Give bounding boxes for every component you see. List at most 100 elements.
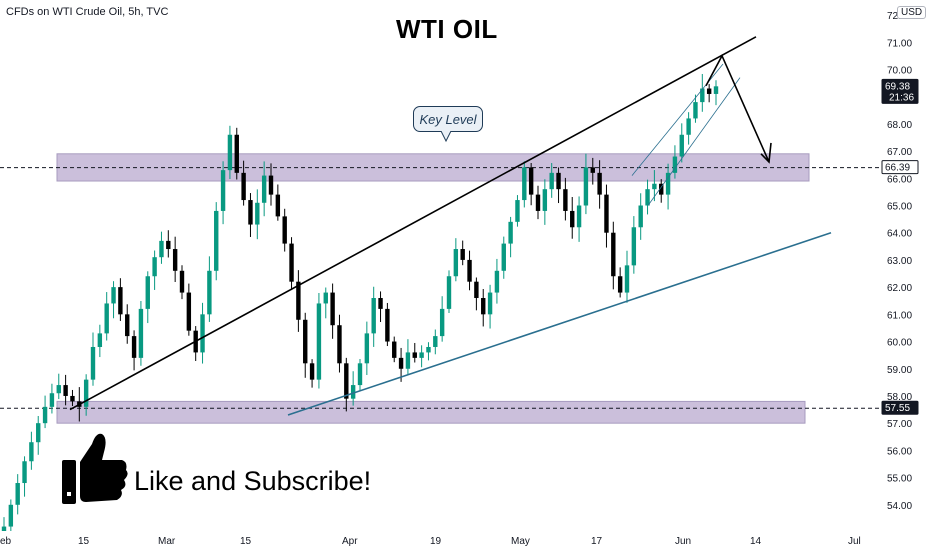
candle-body [104, 303, 109, 334]
candle-body [433, 336, 438, 347]
candle-body [70, 395, 75, 402]
candle-body [659, 183, 664, 195]
candle-body [145, 276, 150, 309]
candle-body [487, 292, 493, 315]
candle-body [706, 88, 712, 94]
candle-body [556, 172, 561, 190]
price-badge-label: 69.38 [885, 81, 910, 92]
candle-body [535, 194, 541, 211]
y-tick-label: 60.00 [887, 338, 912, 349]
projection-arrowhead [760, 142, 772, 164]
candle-body [83, 379, 89, 407]
currency-badge[interactable]: USD [897, 6, 927, 19]
candle-body [220, 170, 226, 211]
y-tick-label: 67.00 [887, 147, 912, 158]
candle-body [672, 156, 678, 173]
x-tick-label: Apr [342, 536, 358, 547]
y-tick-label: 64.00 [887, 229, 912, 240]
candle-body [460, 249, 465, 260]
candle-body [713, 86, 719, 94]
x-axis-panel [0, 531, 932, 550]
x-tick-label: Jun [675, 536, 691, 547]
candle-body [337, 325, 342, 364]
candle-body [289, 243, 294, 282]
candle-body [1, 526, 7, 535]
candle-body [22, 461, 27, 484]
candle-body [36, 423, 41, 443]
candle-body [8, 504, 14, 527]
candle-body [583, 167, 589, 206]
candle-body [604, 194, 609, 233]
candle-body [494, 270, 500, 293]
candle-body [508, 221, 513, 244]
candle-body [15, 483, 20, 505]
candle-body [227, 134, 233, 171]
candle-body [90, 346, 96, 380]
candle-body [241, 172, 246, 201]
candle-body [412, 352, 417, 358]
candle-body [549, 172, 554, 190]
candle-body [323, 292, 328, 304]
x-tick-label: Jul [848, 536, 861, 547]
candle-body [563, 189, 568, 211]
candle-body [638, 205, 643, 228]
candle-body [125, 314, 130, 337]
candle-body [179, 270, 185, 293]
candle-body [357, 363, 363, 386]
candle-body [261, 175, 267, 203]
y-tick-label: 57.00 [887, 419, 912, 430]
candle-body [268, 175, 274, 195]
subscribe-cta: Like and Subscribe! [134, 466, 372, 496]
y-tick-label: 62.00 [887, 283, 912, 294]
y-tick-label: 66.00 [887, 174, 912, 185]
candle-body [405, 352, 411, 369]
candle-body [172, 249, 178, 271]
candle-body [29, 442, 34, 462]
y-tick-label: 63.00 [887, 256, 912, 267]
key-level-callout: Key Level [413, 106, 483, 132]
candle-body [49, 393, 55, 407]
candle-body [255, 202, 260, 225]
y-tick-label: 65.00 [887, 202, 912, 213]
candle-body [364, 333, 370, 364]
candle-body [309, 363, 315, 380]
y-tick-label: 68.00 [887, 120, 912, 131]
thumbs-up-icon [62, 433, 128, 504]
y-tick-label: 59.00 [887, 365, 912, 376]
channel-lower-line [647, 77, 741, 206]
candle-body [439, 308, 445, 337]
candle-body [111, 287, 116, 304]
price-badge-2 [881, 78, 919, 104]
candle-body [515, 200, 520, 222]
candle-body [63, 385, 68, 396]
candle-body [631, 227, 637, 266]
chart-title: WTI OIL [396, 14, 498, 44]
candle-body [303, 319, 308, 364]
x-tick-label: eb [0, 536, 12, 547]
candle-body [576, 205, 582, 228]
upper-trendline [69, 36, 757, 411]
candle-body [419, 352, 424, 358]
x-tick-label: 14 [750, 536, 762, 547]
candle-body [693, 102, 698, 119]
levels-layer [0, 167, 880, 409]
candle-body [166, 240, 171, 250]
y-tick-label: 61.00 [887, 310, 912, 321]
price-badge-1 [881, 400, 919, 415]
candle-body [570, 210, 575, 228]
candle-body [665, 172, 671, 195]
x-tick-label: 15 [78, 536, 90, 547]
candle-body [282, 216, 287, 244]
candle-body [248, 200, 253, 225]
candle-body [474, 281, 479, 299]
candles-layer [1, 73, 719, 545]
symbol-header: CFDs on WTI Crude Oil, 5h, TVC [6, 6, 169, 18]
candle-body [481, 298, 486, 315]
candle-body [97, 333, 103, 347]
candle-body [679, 134, 684, 157]
callout-pointer-icon [441, 131, 451, 143]
x-tick-label: Mar [158, 536, 176, 547]
